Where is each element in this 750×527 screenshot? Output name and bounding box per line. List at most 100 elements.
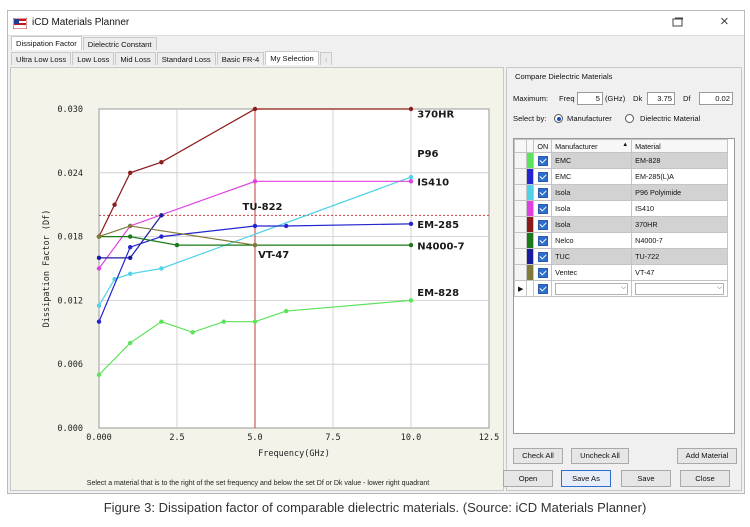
data-point <box>112 202 117 207</box>
data-point <box>128 245 133 250</box>
on-checkbox[interactable] <box>537 171 548 182</box>
freq-input[interactable]: 5 <box>577 92 603 105</box>
table-row[interactable]: EMC EM-285(L)A <box>514 168 729 185</box>
material-cell[interactable]: VT-47 <box>631 264 729 281</box>
series-color-swatch <box>526 168 535 185</box>
series-label: P96 <box>417 149 438 160</box>
on-checkbox[interactable] <box>537 235 548 246</box>
row-header[interactable] <box>514 248 528 265</box>
manufacturer-column-header[interactable]: Manufacturer ▲ <box>551 139 633 153</box>
manufacturer-cell[interactable]: EMC <box>551 152 633 169</box>
on-cell <box>533 200 553 217</box>
data-point <box>221 319 226 324</box>
material-cell[interactable]: N4000-7 <box>631 232 729 249</box>
on-checkbox[interactable] <box>537 251 548 262</box>
material-cell[interactable]: IS410 <box>631 200 729 217</box>
material-cell[interactable]: 370HR <box>631 216 729 233</box>
dk-input[interactable]: 3.75 <box>647 92 675 105</box>
dielectric-material-radio[interactable] <box>625 114 634 123</box>
series-label: VT-47 <box>258 250 289 261</box>
data-point <box>96 266 102 271</box>
on-checkbox[interactable] <box>537 203 548 214</box>
manufacturer-cell[interactable]: Ventec <box>551 264 633 281</box>
check-all-button[interactable]: Check All <box>513 448 563 464</box>
data-point <box>159 234 164 239</box>
series-line <box>98 223 412 322</box>
x-tick-label: 7.5 <box>325 433 340 443</box>
table-row[interactable]: Isola P96 Polyimide <box>514 184 729 201</box>
on-column-header[interactable]: ON <box>533 139 553 153</box>
save-button[interactable]: Save <box>621 470 671 487</box>
compare-materials-panel: Compare Dielectric Materials Maximum: Fr… <box>506 67 742 491</box>
material-cell[interactable]: TU-722 <box>631 248 729 265</box>
window-title: iCD Materials Planner <box>32 17 130 28</box>
material-cell[interactable]: EM-828 <box>631 152 729 169</box>
tab-standard-loss[interactable]: Standard Loss <box>156 52 216 65</box>
on-checkbox[interactable] <box>537 187 548 198</box>
series-color-swatch <box>526 248 535 265</box>
data-point <box>96 255 102 261</box>
material-dropdown[interactable]: ⌵ <box>635 282 725 295</box>
manufacturer-cell[interactable]: Nelco <box>551 232 633 249</box>
chart-hint-text: Select a material that is to the right o… <box>86 480 430 487</box>
on-cell <box>533 248 553 265</box>
manufacturer-cell[interactable]: Isola <box>551 184 633 201</box>
y-tick-label: 0.006 <box>57 360 83 370</box>
new-document-icon[interactable] <box>319 52 332 65</box>
tab-low-loss[interactable]: Low Loss <box>72 52 115 65</box>
row-header[interactable] <box>514 200 528 217</box>
table-row[interactable]: Nelco N4000-7 <box>514 232 729 249</box>
tab-mid-loss[interactable]: Mid Loss <box>115 52 156 65</box>
series-color-swatch <box>526 152 535 169</box>
dissipation-factor-chart-panel: 0.000 2.5 5.0 7.5 10.0 12.5 0.000 0.006 0.012 0.0… <box>10 67 504 491</box>
table-row[interactable]: Isola 370HR <box>514 216 729 233</box>
series-color-swatch <box>526 264 535 281</box>
row-header[interactable] <box>514 216 528 233</box>
tab-basic-fr4[interactable]: Basic FR-4 <box>216 52 265 65</box>
table-row[interactable]: EMC EM-828 <box>514 152 729 169</box>
row-header[interactable] <box>514 168 528 185</box>
open-button[interactable]: Open <box>503 470 553 487</box>
manufacturer-radio[interactable] <box>554 114 563 123</box>
table-row[interactable]: Isola IS410 <box>514 200 729 217</box>
row-header[interactable] <box>514 184 528 201</box>
row-header[interactable] <box>514 264 528 281</box>
new-row[interactable]: ▶ ⌵ ⌵ <box>514 280 729 297</box>
x-axis-label: Frequency(GHz) <box>258 449 330 459</box>
tab-my-selection[interactable]: My Selection <box>265 51 319 65</box>
df-input[interactable]: 0.02 <box>699 92 733 105</box>
on-checkbox[interactable] <box>537 267 548 278</box>
restore-window-icon[interactable] <box>672 17 684 27</box>
close-button[interactable]: Close <box>680 470 730 487</box>
manufacturer-cell[interactable]: TUC <box>551 248 633 265</box>
series-p96 <box>96 174 414 308</box>
uncheck-all-button[interactable]: Uncheck All <box>571 448 629 464</box>
table-row[interactable]: TUC TU-722 <box>514 248 729 265</box>
table-row[interactable]: Ventec VT-47 <box>514 264 729 281</box>
tab-dielectric-constant[interactable]: Dielectric Constant <box>82 37 157 50</box>
manufacturer-cell[interactable]: EMC <box>551 168 633 185</box>
manufacturer-cell[interactable]: Isola <box>551 216 633 233</box>
material-cell[interactable]: P96 Polyimide <box>631 184 729 201</box>
x-tick-label: 10.0 <box>401 433 421 443</box>
tab-dissipation-factor[interactable]: Dissipation Factor <box>11 36 82 50</box>
manufacturer-cell[interactable]: Isola <box>551 200 633 217</box>
manufacturer-dropdown[interactable]: ⌵ <box>555 282 629 295</box>
on-checkbox[interactable] <box>537 155 548 166</box>
material-cell[interactable]: EM-285(L)A <box>631 168 729 185</box>
row-header[interactable] <box>514 232 528 249</box>
series-color-swatch <box>526 184 535 201</box>
save-as-button[interactable]: Save As <box>561 470 611 487</box>
data-point <box>252 242 258 248</box>
x-tick-label: 12.5 <box>479 433 499 443</box>
series-label: TU-822 <box>243 202 283 213</box>
add-material-button[interactable]: Add Material <box>677 448 737 464</box>
material-column-header[interactable]: Material <box>631 139 729 153</box>
row-header[interactable] <box>514 152 528 169</box>
tab-ultra-low-loss[interactable]: Ultra Low Loss <box>11 52 72 65</box>
series-label: IS410 <box>417 178 449 189</box>
close-icon[interactable]: × <box>720 13 729 30</box>
x-tick-label: 5.0 <box>247 433 262 443</box>
on-checkbox[interactable] <box>537 219 548 230</box>
on-checkbox[interactable] <box>537 283 548 294</box>
